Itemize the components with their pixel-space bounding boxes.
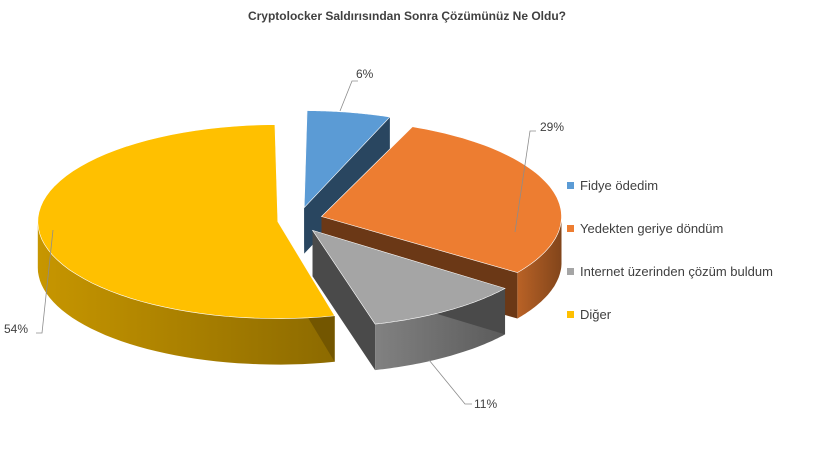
- pie-slice-top: [303, 110, 391, 209]
- legend-item[interactable]: Yedekten geriye döndüm: [567, 219, 773, 237]
- legend-label: Fidye ödedim: [580, 177, 659, 193]
- legend-label: Internet üzerinden çözüm buldum: [580, 263, 773, 279]
- legend-label: Diğer: [580, 306, 612, 322]
- chart-title: Cryptolocker Saldırısından Sonra Çözümün…: [247, 9, 567, 23]
- labels-layer: 6% 29% 11% 54%: [4, 67, 564, 411]
- legend-swatch: [567, 181, 574, 189]
- pie-slice-side: [517, 216, 562, 319]
- legend-label: Yedekten geriye döndüm: [580, 220, 724, 236]
- pie-slice-top: [311, 229, 506, 325]
- leader-line: [36, 229, 54, 334]
- leader-line: [428, 359, 472, 405]
- data-label: 54%: [4, 322, 28, 336]
- legend-item[interactable]: Internet üzerinden çözüm buldum: [567, 262, 773, 280]
- pie-slice-side: [37, 221, 335, 365]
- leader-line: [514, 130, 536, 233]
- data-label: 6%: [356, 67, 374, 81]
- pie-slice[interactable]: [311, 229, 506, 371]
- pie-slice-cut: [312, 230, 376, 371]
- legend-item[interactable]: Fidye ödedim: [567, 176, 773, 194]
- legend-item[interactable]: Diğer: [567, 305, 773, 323]
- legend-swatch: [567, 310, 574, 318]
- leader-line: [339, 80, 358, 112]
- legend: Fidye ödedim Yedekten geriye döndüm Inte…: [567, 176, 773, 348]
- slices-layer: [37, 110, 562, 371]
- legend-swatch: [567, 267, 574, 275]
- data-label: 29%: [540, 120, 564, 134]
- data-label: 11%: [474, 397, 497, 411]
- pie-slice-top: [320, 126, 562, 273]
- legend-swatch: [567, 224, 574, 232]
- pie-slice[interactable]: [37, 124, 336, 365]
- pie-slice-top: [37, 124, 336, 319]
